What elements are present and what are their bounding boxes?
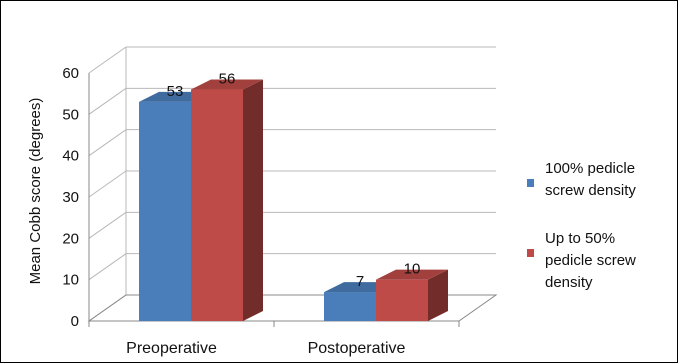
legend-swatch [527, 179, 534, 187]
bar [191, 79, 263, 322]
bar-side [243, 79, 263, 322]
bar-front [191, 89, 243, 322]
y-tick-label: 60 [62, 65, 79, 82]
data-label: 10 [404, 261, 421, 278]
y-tick-label: 0 [71, 313, 79, 330]
bars [139, 79, 448, 322]
data-labels: 53 56 7 10 [167, 71, 421, 291]
legend-item: 100% pedicle screw density [527, 160, 636, 199]
data-label: 53 [167, 83, 184, 100]
y-tick-labels: 0 10 20 30 40 50 60 [62, 65, 79, 330]
bar-top [191, 79, 263, 90]
gridline-side [88, 253, 127, 281]
y-tick-label: 10 [62, 272, 79, 289]
gridline-side [88, 129, 127, 157]
bar-front [139, 101, 191, 321]
category-labels: Preoperative Postoperative [126, 340, 405, 357]
y-tick-label: 40 [62, 148, 79, 165]
legend-item: Up to 50% pedicle screw density [527, 230, 636, 291]
category-label: Postoperative [308, 340, 406, 357]
y-axis-title: Mean Cobb score (degrees) [27, 98, 44, 285]
bar [376, 269, 448, 321]
y-tick-label: 30 [62, 189, 79, 206]
gridline-side [88, 211, 127, 239]
category-label: Preoperative [126, 340, 217, 357]
legend-swatch [527, 249, 534, 257]
gridline-side [88, 170, 127, 198]
data-label: 7 [356, 273, 364, 290]
legend-label: 100% pedicle screw density [545, 160, 636, 199]
y-tick-label: 50 [62, 106, 79, 123]
bar-front [324, 292, 376, 321]
legend: 100% pedicle screw density Up to 50% pedicl… [527, 160, 636, 291]
gridline-side [88, 46, 127, 74]
bar-top [376, 269, 448, 280]
bar-front [376, 279, 428, 321]
gridline-side [88, 87, 127, 115]
data-label: 56 [219, 71, 236, 88]
bar-side [428, 269, 448, 321]
y-tick-label: 20 [62, 230, 79, 247]
legend-label: Up to 50% pedicle screw density [545, 230, 636, 291]
